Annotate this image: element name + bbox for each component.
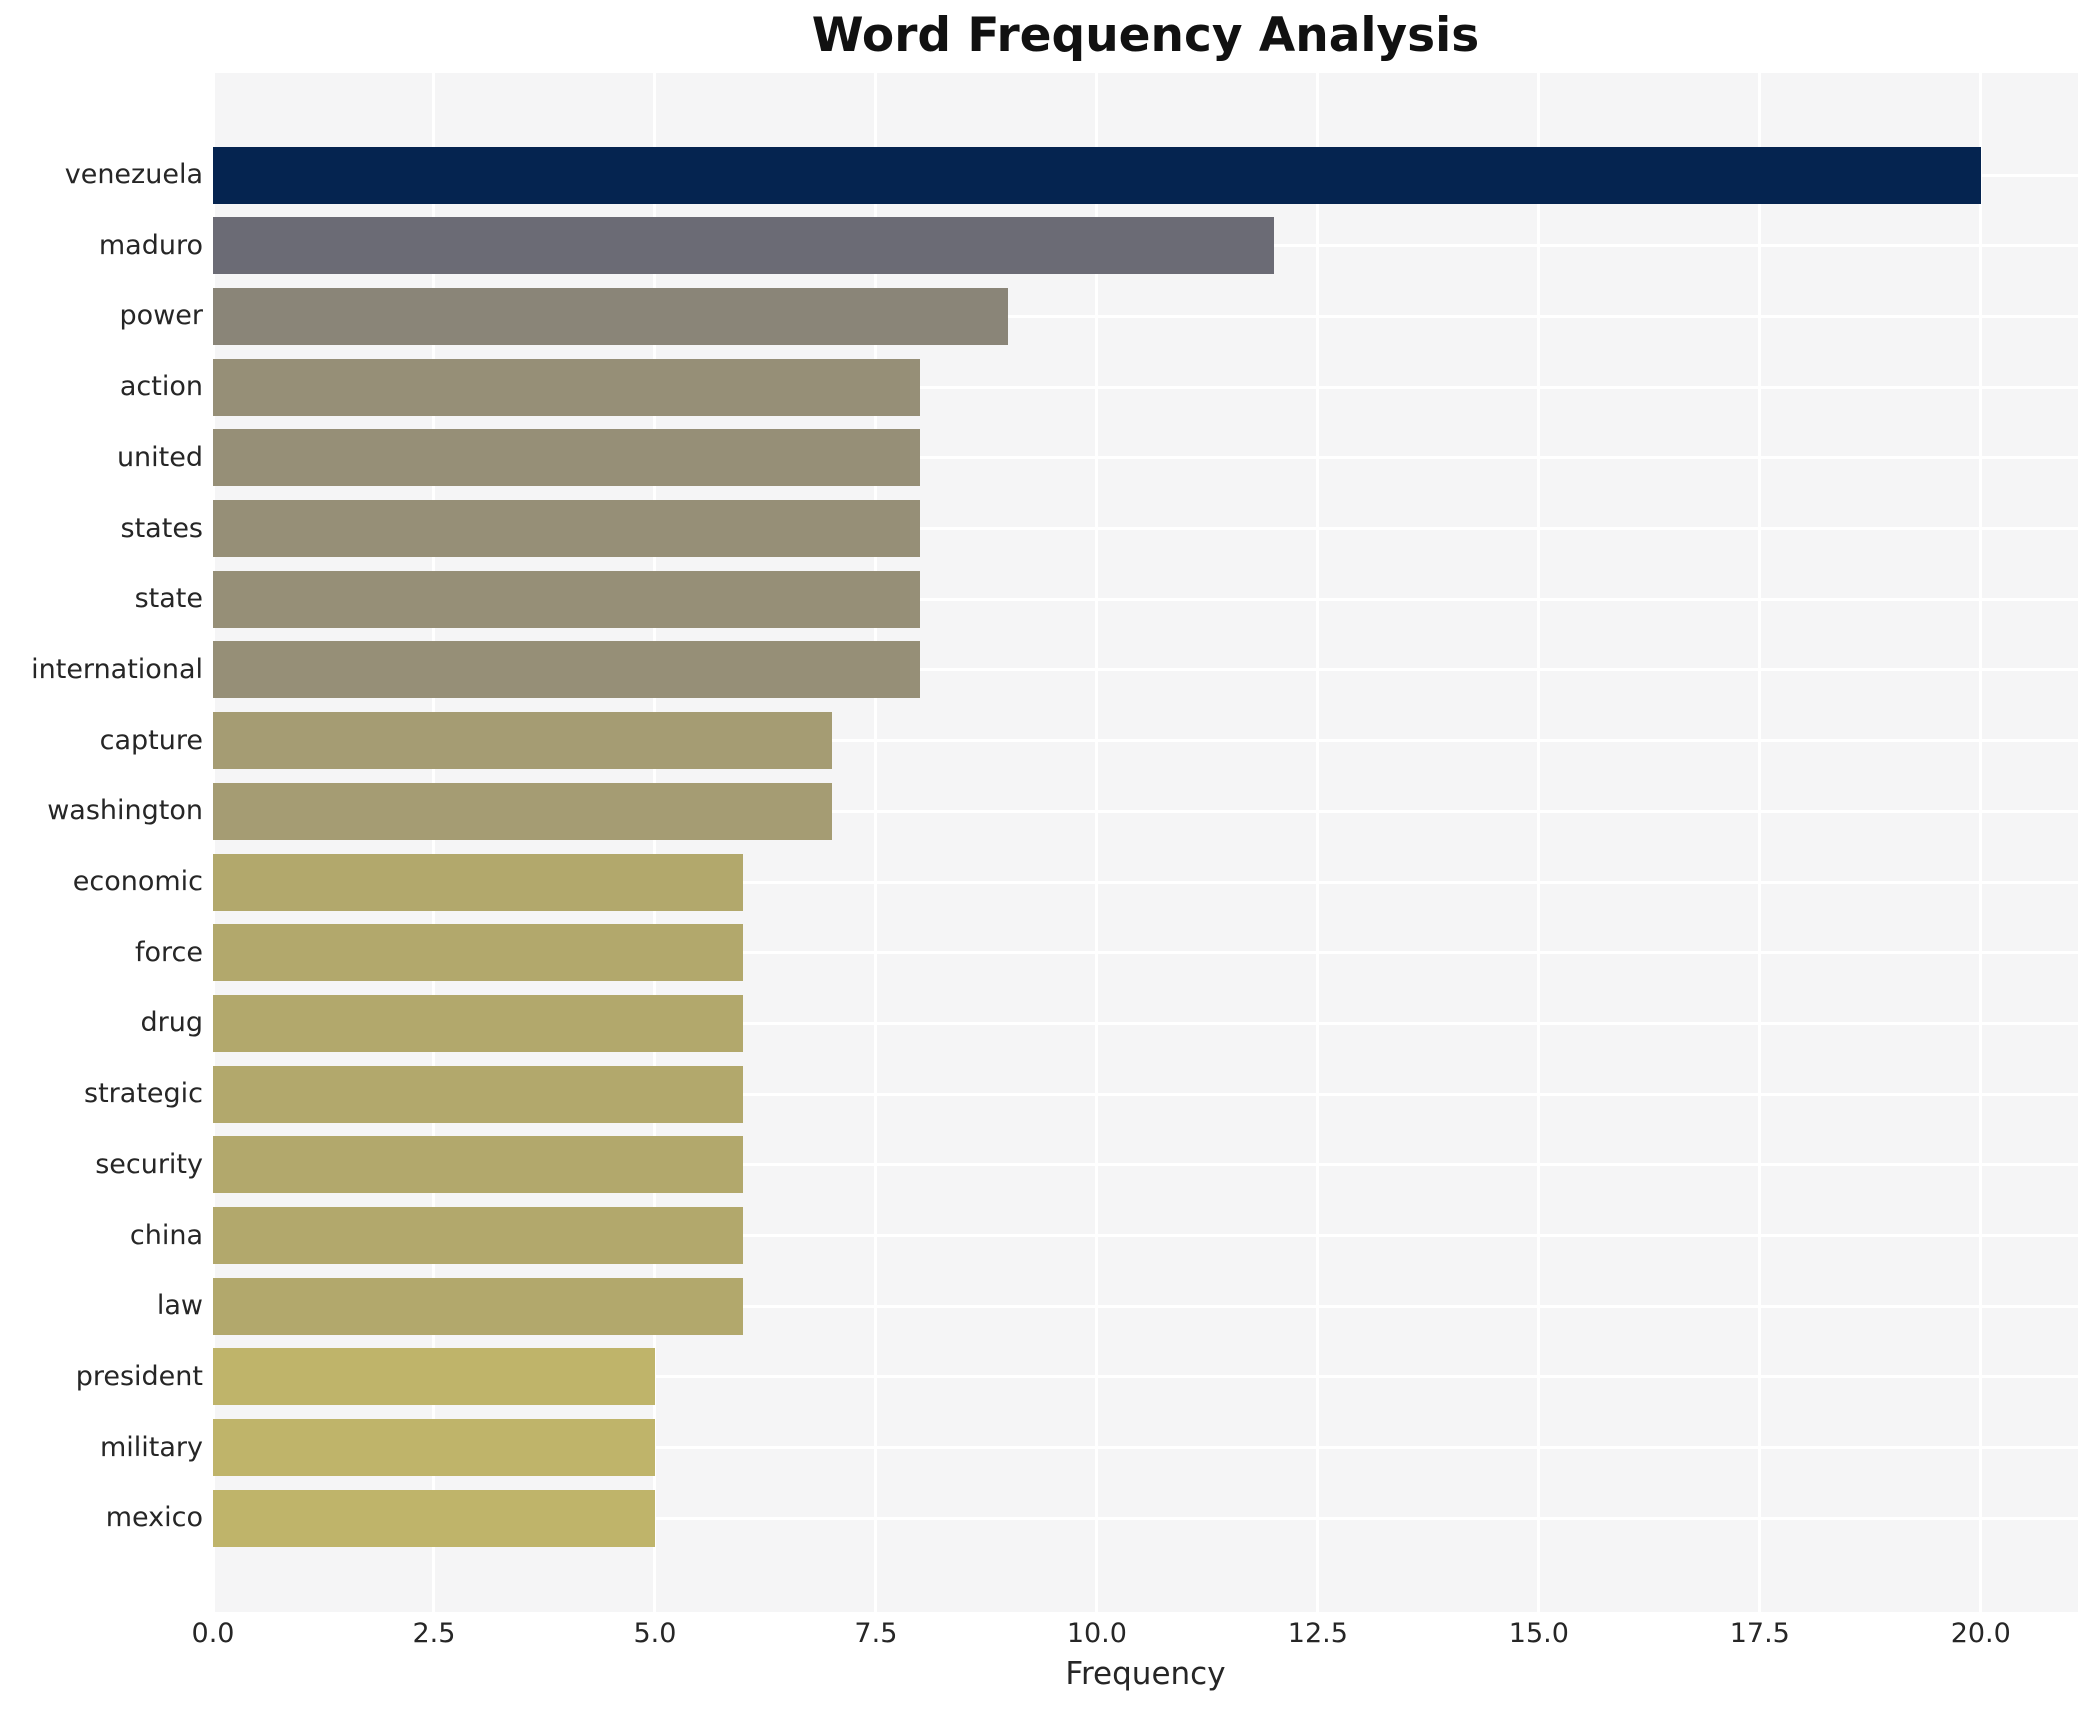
- gridline-horizontal: [213, 880, 2078, 884]
- bar-china: [213, 1207, 744, 1264]
- gridline-horizontal: [213, 1304, 2078, 1308]
- gridline-vertical: [1316, 73, 1320, 1612]
- x-axis-tick-label: 15.0: [1508, 1618, 1569, 1649]
- y-axis-label: power: [119, 300, 203, 332]
- bar-action: [213, 358, 921, 416]
- y-axis-label: drug: [140, 1007, 204, 1039]
- gridline-horizontal: [213, 1163, 2078, 1167]
- x-axis-label: Frequency: [1065, 1656, 1226, 1692]
- gridline-horizontal: [213, 1375, 2078, 1379]
- gridline-vertical: [432, 73, 436, 1612]
- gridline-vertical: [653, 73, 657, 1612]
- gridline-horizontal: [213, 527, 2078, 530]
- y-axis-label: military: [99, 1431, 203, 1463]
- gridline-horizontal: [213, 1092, 2078, 1096]
- bar-states: [213, 500, 921, 557]
- y-axis-label: state: [134, 583, 203, 615]
- y-axis-label: action: [119, 371, 203, 403]
- chart-title: Word Frequency Analysis: [811, 8, 1480, 63]
- y-axis-label: mexico: [105, 1502, 203, 1534]
- gridline-vertical: [874, 73, 878, 1612]
- x-axis-tick-label: 2.5: [412, 1618, 456, 1649]
- y-axis-label: law: [156, 1290, 203, 1322]
- bar-maduro: [213, 217, 1274, 275]
- gridline-horizontal: [213, 1021, 2078, 1025]
- x-axis-tick-label: 20.0: [1950, 1618, 2011, 1649]
- gridline-horizontal: [213, 1446, 2078, 1450]
- gridline-horizontal: [213, 1516, 2078, 1520]
- bar-state: [213, 570, 921, 628]
- x-axis-tick-label: 7.5: [854, 1618, 898, 1649]
- bar-president: [213, 1348, 655, 1406]
- gridline-horizontal: [213, 456, 2078, 460]
- bar-force: [213, 924, 744, 982]
- bar-security: [213, 1136, 744, 1194]
- gridline-horizontal: [213, 739, 2078, 743]
- y-axis-label: venezuela: [64, 159, 203, 191]
- y-axis-label: united: [116, 441, 203, 473]
- x-axis-tick-label: 0.0: [191, 1618, 235, 1649]
- gridline-horizontal: [213, 1234, 2078, 1237]
- gridline-horizontal: [213, 597, 2078, 601]
- bar-capture: [213, 712, 832, 770]
- y-axis-label: capture: [99, 724, 203, 756]
- bar-washington: [213, 782, 832, 840]
- gridline-vertical: [1537, 73, 1541, 1612]
- gridline-horizontal: [213, 668, 2078, 672]
- x-axis-tick-label: 5.0: [633, 1618, 677, 1649]
- y-axis-label: strategic: [84, 1078, 203, 1110]
- x-axis-tick-label: 17.5: [1729, 1618, 1790, 1649]
- y-axis-label: force: [135, 936, 203, 968]
- gridline-horizontal: [213, 385, 2078, 389]
- bar-mexico: [213, 1489, 655, 1547]
- y-axis-label: economic: [72, 866, 203, 898]
- y-axis-label: maduro: [98, 229, 203, 261]
- bar-venezuela: [213, 146, 1981, 204]
- y-axis-label: washington: [47, 795, 203, 827]
- y-axis-label: states: [120, 512, 203, 544]
- x-axis-tick-label: 10.0: [1066, 1618, 1127, 1649]
- bar-united: [213, 429, 921, 487]
- gridline-vertical: [1758, 73, 1762, 1612]
- bar-international: [213, 641, 921, 699]
- x-axis-tick-label: 12.5: [1287, 1618, 1348, 1649]
- gridline-vertical: [211, 73, 215, 1612]
- bar-strategic: [213, 1065, 744, 1123]
- gridline-horizontal: [213, 314, 2078, 318]
- bar-economic: [213, 853, 744, 911]
- y-axis-label: china: [129, 1219, 203, 1251]
- gridline-vertical: [1979, 73, 1983, 1612]
- y-axis-label: international: [31, 654, 203, 686]
- y-axis-label: security: [95, 1148, 203, 1180]
- bar-power: [213, 287, 1009, 345]
- y-axis-label: president: [75, 1361, 203, 1393]
- gridline-vertical: [1095, 73, 1099, 1612]
- bar-law: [213, 1277, 744, 1335]
- gridline-horizontal: [213, 809, 2078, 813]
- bar-drug: [213, 994, 744, 1052]
- bar-military: [213, 1419, 655, 1477]
- plot-area: [211, 73, 2078, 1612]
- gridline-horizontal: [213, 951, 2078, 955]
